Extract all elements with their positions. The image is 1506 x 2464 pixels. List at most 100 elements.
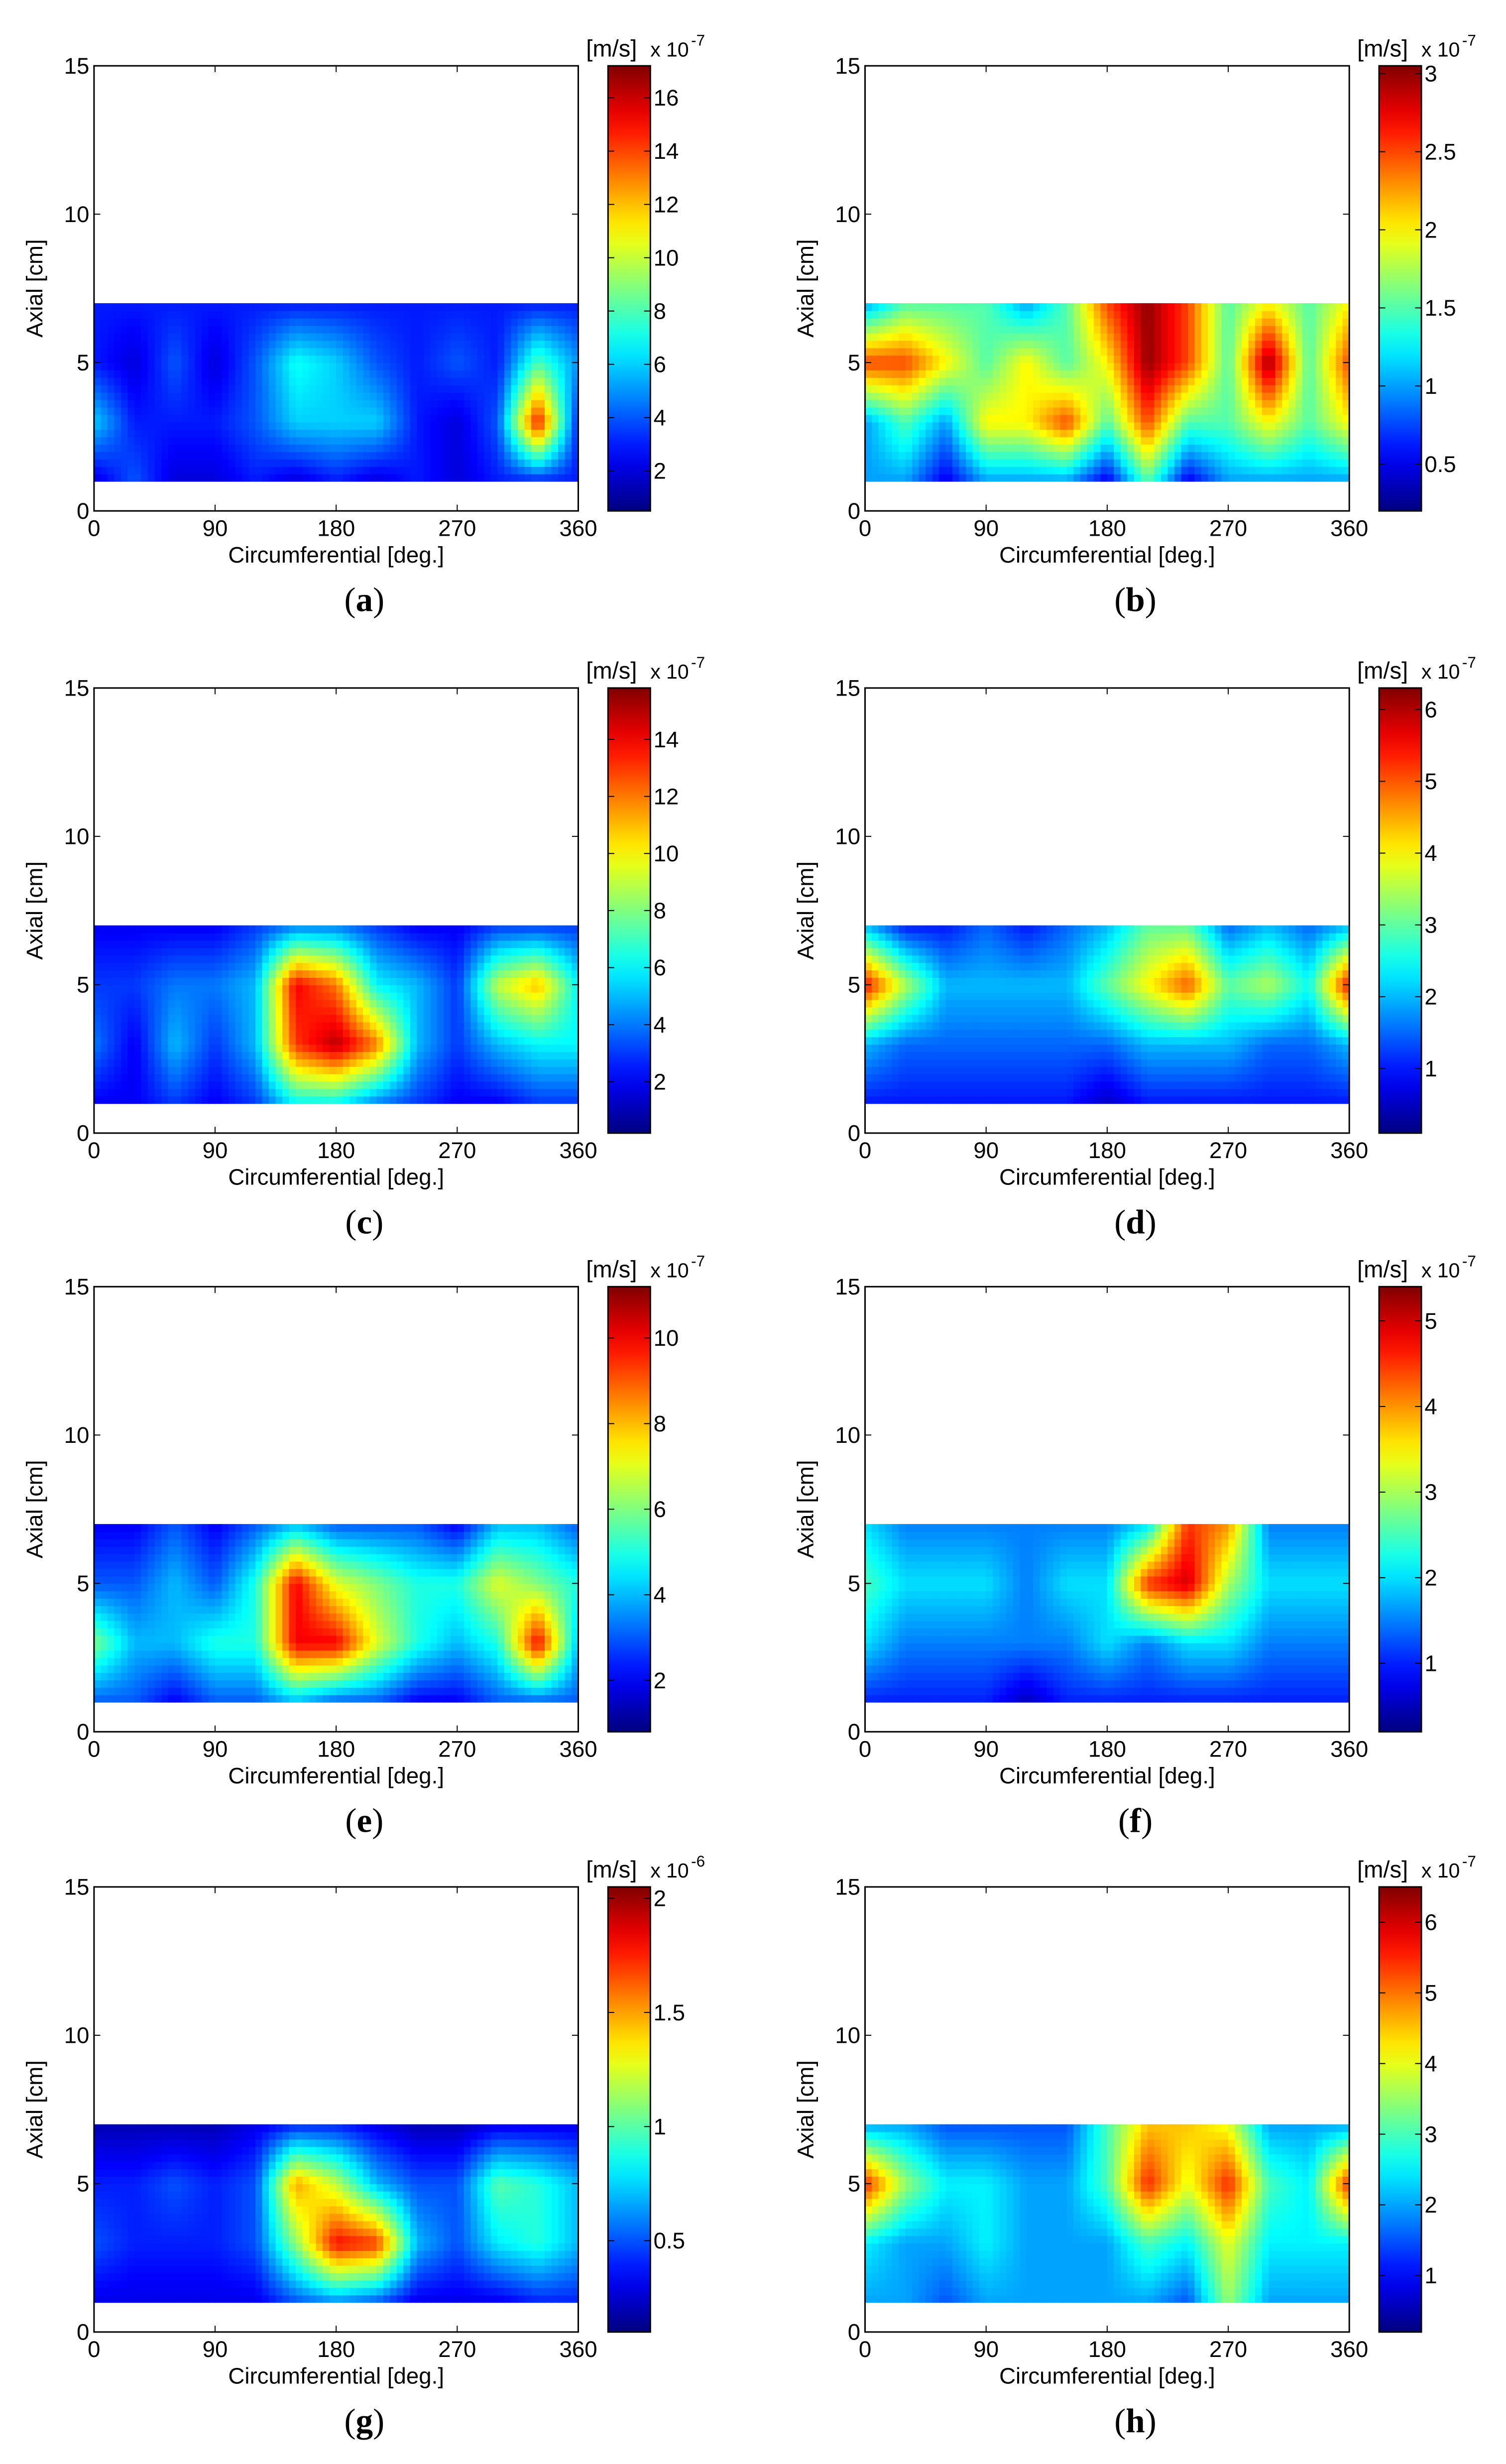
- heatmap-cell: [336, 1096, 344, 1104]
- heatmap-cell: [430, 340, 438, 349]
- heatmap-cell: [94, 1081, 102, 1089]
- heatmap-cell: [504, 970, 512, 978]
- heatmap-cell: [222, 459, 230, 467]
- heatmap-cell: [1114, 437, 1121, 445]
- heatmap-cell: [195, 340, 203, 349]
- heatmap-cell: [490, 1058, 498, 1067]
- heatmap-cell: [296, 399, 303, 408]
- heatmap-cell: [1329, 333, 1337, 341]
- heatmap-cell: [316, 384, 324, 393]
- heatmap-cell: [1040, 414, 1047, 423]
- heatmap-cell: [141, 444, 148, 452]
- heatmap-cell: [504, 992, 512, 1000]
- heatmap-cell: [1147, 451, 1155, 460]
- heatmap-cell: [208, 392, 216, 400]
- heatmap-cell: [316, 414, 324, 423]
- heatmap-cell: [1066, 384, 1074, 393]
- heatmap-cell: [565, 318, 573, 326]
- heatmap-cell: [1269, 355, 1276, 363]
- heatmap-cell: [1141, 392, 1148, 400]
- heatmap-cell: [1167, 437, 1175, 445]
- heatmap-cell: [565, 962, 573, 971]
- heatmap-cell: [1134, 303, 1142, 311]
- heatmap-cell: [437, 984, 445, 993]
- heatmap-cell: [1228, 459, 1236, 467]
- heatmap-cell: [538, 1081, 545, 1089]
- heatmap-cell: [423, 977, 431, 985]
- heatmap-cell: [114, 1022, 121, 1030]
- heatmap-cell: [1208, 362, 1216, 371]
- heatmap-cell: [1006, 444, 1014, 452]
- heatmap-cell: [470, 1029, 478, 1038]
- heatmap-cell: [511, 310, 518, 319]
- heatmap-cell: [1269, 318, 1276, 326]
- heatmap-cell: [410, 1058, 418, 1067]
- heatmap-cell: [1336, 459, 1343, 467]
- heatmap-cell: [282, 422, 290, 430]
- heatmap-cell: [1282, 437, 1289, 445]
- heatmap-cell: [490, 473, 498, 482]
- heatmap-cell: [255, 1022, 263, 1030]
- heatmap-cell: [450, 1081, 458, 1089]
- heatmap-cell: [1147, 348, 1155, 356]
- heatmap-cell: [120, 437, 128, 445]
- heatmap-cell: [1188, 407, 1195, 415]
- heatmap-cell: [114, 370, 121, 378]
- heatmap-cell: [390, 407, 397, 415]
- heatmap-cell: [993, 473, 1000, 482]
- heatmap-cell: [1188, 437, 1195, 445]
- heatmap-cell: [242, 1081, 249, 1089]
- heatmap-cell: [504, 451, 512, 460]
- heatmap-cell: [1060, 414, 1067, 423]
- heatmap-cell: [174, 348, 182, 356]
- heatmap-cell: [565, 451, 573, 460]
- heatmap-cell: [1147, 392, 1155, 400]
- heatmap-cell: [878, 310, 886, 319]
- heatmap-cell: [94, 955, 102, 963]
- heatmap-cell: [1174, 362, 1182, 371]
- heatmap-cell: [450, 444, 458, 452]
- heatmap-cell: [363, 407, 370, 415]
- heatmap-cell: [531, 1029, 539, 1038]
- heatmap-cell: [1020, 370, 1027, 378]
- heatmap-cell: [939, 429, 946, 438]
- heatmap-cell: [363, 355, 370, 363]
- heatmap-cell: [376, 1029, 384, 1038]
- heatmap-cell: [107, 377, 115, 385]
- heatmap-cell: [1134, 422, 1142, 430]
- heatmap-cell: [430, 407, 438, 415]
- heatmap-cell: [872, 370, 879, 378]
- heatmap-cell: [101, 451, 108, 460]
- heatmap-cell: [926, 318, 933, 326]
- heatmap-cell: [1120, 377, 1128, 385]
- heatmap-cell: [1215, 333, 1222, 341]
- heatmap-cell: [147, 466, 155, 474]
- heatmap-cell: [114, 303, 121, 311]
- heatmap-cell: [410, 962, 418, 971]
- heatmap-cell: [369, 407, 377, 415]
- heatmap-cell: [511, 999, 518, 1008]
- heatmap-cell: [517, 1081, 525, 1089]
- heatmap-cell: [1235, 355, 1243, 363]
- heatmap-cell: [1336, 473, 1343, 482]
- heatmap-cell: [463, 1058, 471, 1067]
- heatmap-cell: [1201, 473, 1209, 482]
- heatmap-cell: [1134, 333, 1142, 341]
- heatmap-cell: [1188, 333, 1195, 341]
- heatmap-cell: [1221, 333, 1229, 341]
- heatmap-cell: [544, 466, 552, 474]
- heatmap-cell: [531, 377, 539, 385]
- heatmap-cell: [504, 340, 512, 349]
- heatmap-cell: [235, 459, 243, 467]
- heatmap-cell: [524, 429, 532, 438]
- heatmap-cell: [544, 1037, 552, 1045]
- heatmap-cell: [497, 970, 505, 978]
- heatmap-cell: [255, 1058, 263, 1067]
- heatmap-cell: [336, 422, 344, 430]
- heatmap-cell: [1154, 377, 1161, 385]
- heatmap-cell: [269, 384, 276, 393]
- heatmap-cell: [343, 999, 350, 1008]
- heatmap-cell: [195, 303, 203, 311]
- heatmap-cell: [1066, 392, 1074, 400]
- heatmap-cell: [120, 1073, 128, 1082]
